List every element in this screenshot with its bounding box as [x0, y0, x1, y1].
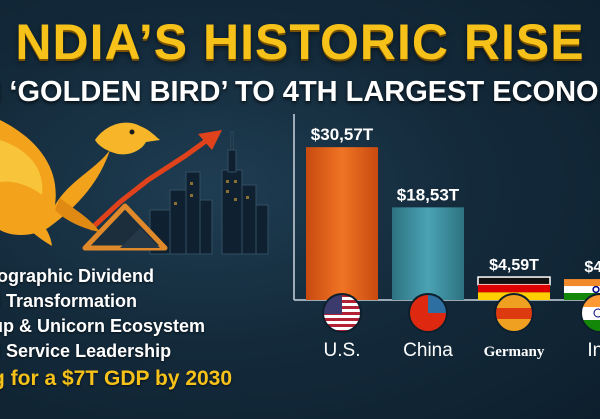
- growth-arrow-icon: [89, 130, 222, 231]
- bullet-list: nographic Dividend al Transformation tup…: [0, 264, 205, 364]
- category-label: Germany: [484, 344, 545, 360]
- page-subtitle: M ‘GOLDEN BIRD’ TO 4TH LARGEST ECONOM: [0, 76, 600, 108]
- bullet-item: tup & Unicorn Ecosystem: [0, 316, 206, 336]
- category-label: Inc: [587, 340, 600, 361]
- gdp-bar-chart: $30,57T U.S. $18,53T China $4,59T Germany $4,1…: [293, 114, 600, 361]
- bar-value-label: $18,53T: [397, 185, 460, 204]
- germany-flag-icon: [495, 294, 533, 332]
- skyline-icon: [149, 131, 269, 255]
- bullet-item: nographic Dividend: [0, 266, 155, 286]
- golden-bird-illustration: [0, 120, 269, 255]
- category-label: U.S.: [324, 340, 361, 361]
- bar-value-label: $4,59T: [489, 257, 539, 274]
- us-bar: [306, 147, 378, 300]
- india-bar: [564, 279, 600, 300]
- skyline-windows-icon: [174, 180, 249, 205]
- china-flag-icon: [409, 294, 447, 332]
- bullet-item: al Transformation: [0, 291, 138, 311]
- bullet-item: al Service Leadership: [0, 341, 172, 361]
- gdp-target-text: g for a $7T GDP by 2030: [0, 367, 233, 390]
- category-label: China: [403, 340, 453, 361]
- china-bar: [392, 207, 464, 300]
- mountain-icon: [82, 203, 168, 251]
- page-title: NDIA’S HISTORIC RISE: [15, 14, 585, 70]
- golden-bird-icon: [0, 120, 160, 246]
- bar-value-label: $4,1: [584, 259, 600, 276]
- bar-value-label: $30,57T: [311, 125, 374, 144]
